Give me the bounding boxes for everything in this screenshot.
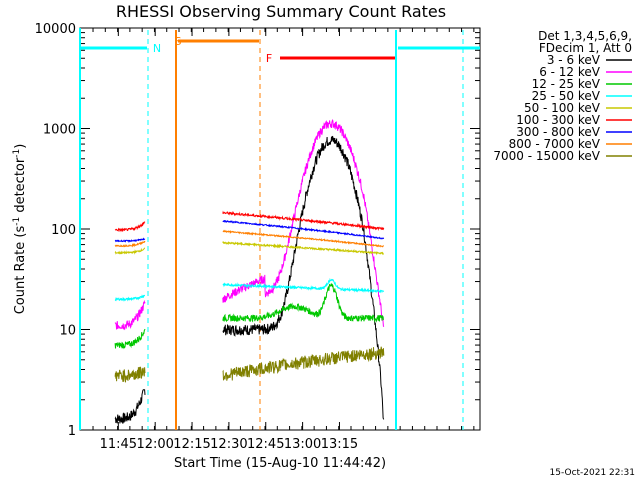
legend-header-1: Det 1,3,4,5,6,9,: [538, 29, 632, 43]
chart-title: RHESSI Observing Summary Count Rates: [116, 2, 446, 21]
x-axis-label: Start Time (15-Aug-10 11:44:42): [174, 456, 386, 471]
series-line: [114, 118, 385, 331]
series-line: [114, 346, 385, 383]
series-line: [114, 135, 385, 424]
series-line: [114, 210, 385, 233]
series-line: [114, 219, 385, 244]
x-tick-label: 12:00: [136, 437, 173, 452]
series-line: [114, 241, 385, 256]
annotation-f: F: [266, 52, 272, 65]
series-line: [114, 277, 385, 302]
legend-entry: 6 - 12 keV: [539, 65, 601, 79]
y-axis-label: Count Rate (s-1 detector-1): [12, 144, 28, 315]
legend-header-2: FDecim 1, Att 0: [539, 41, 632, 55]
y-tick-label: 1: [68, 424, 76, 439]
y-tick-label: 1000: [43, 123, 76, 138]
legend-entry: 800 - 7000 keV: [509, 137, 601, 151]
y-tick-label: 100: [51, 223, 76, 238]
annotation-s: S: [175, 35, 182, 48]
legend-entry: 7000 - 15000 keV: [493, 149, 600, 163]
timestamp: 15-Oct-2021 22:31: [550, 468, 635, 478]
x-tick-label: 13:00: [284, 437, 321, 452]
legend-entry: 50 - 100 keV: [524, 101, 601, 115]
x-tick-label: 12:30: [210, 437, 247, 452]
series-line: [114, 229, 384, 248]
legend-entry: 300 - 800 keV: [516, 125, 600, 139]
legend-entry: 25 - 50 keV: [532, 89, 601, 103]
y-tick-label: 10000: [35, 22, 76, 37]
legend-entry: 12 - 25 keV: [532, 77, 601, 91]
x-tick-label: 12:45: [247, 437, 284, 452]
tick-layer: 11:45 12:00 12:15 12:30 12:45 13:00 13:15 1 10 10…: [35, 22, 480, 452]
series-line: [114, 282, 385, 350]
x-tick-label: 13:15: [321, 437, 358, 452]
background-lines: N S F: [79, 28, 480, 430]
annotation-n: N: [153, 42, 161, 55]
y-tick-label: 10: [59, 324, 76, 339]
x-tick-label: 11:45: [100, 437, 137, 452]
series-layer: [114, 118, 385, 424]
legend-entry: 3 - 6 keV: [547, 53, 601, 67]
legend-entry: 100 - 300 keV: [516, 113, 600, 127]
x-tick-label: 12:15: [173, 437, 210, 452]
legend: Det 1,3,4,5,6,9, FDecim 1, Att 0 3 - 6 k…: [493, 29, 632, 163]
